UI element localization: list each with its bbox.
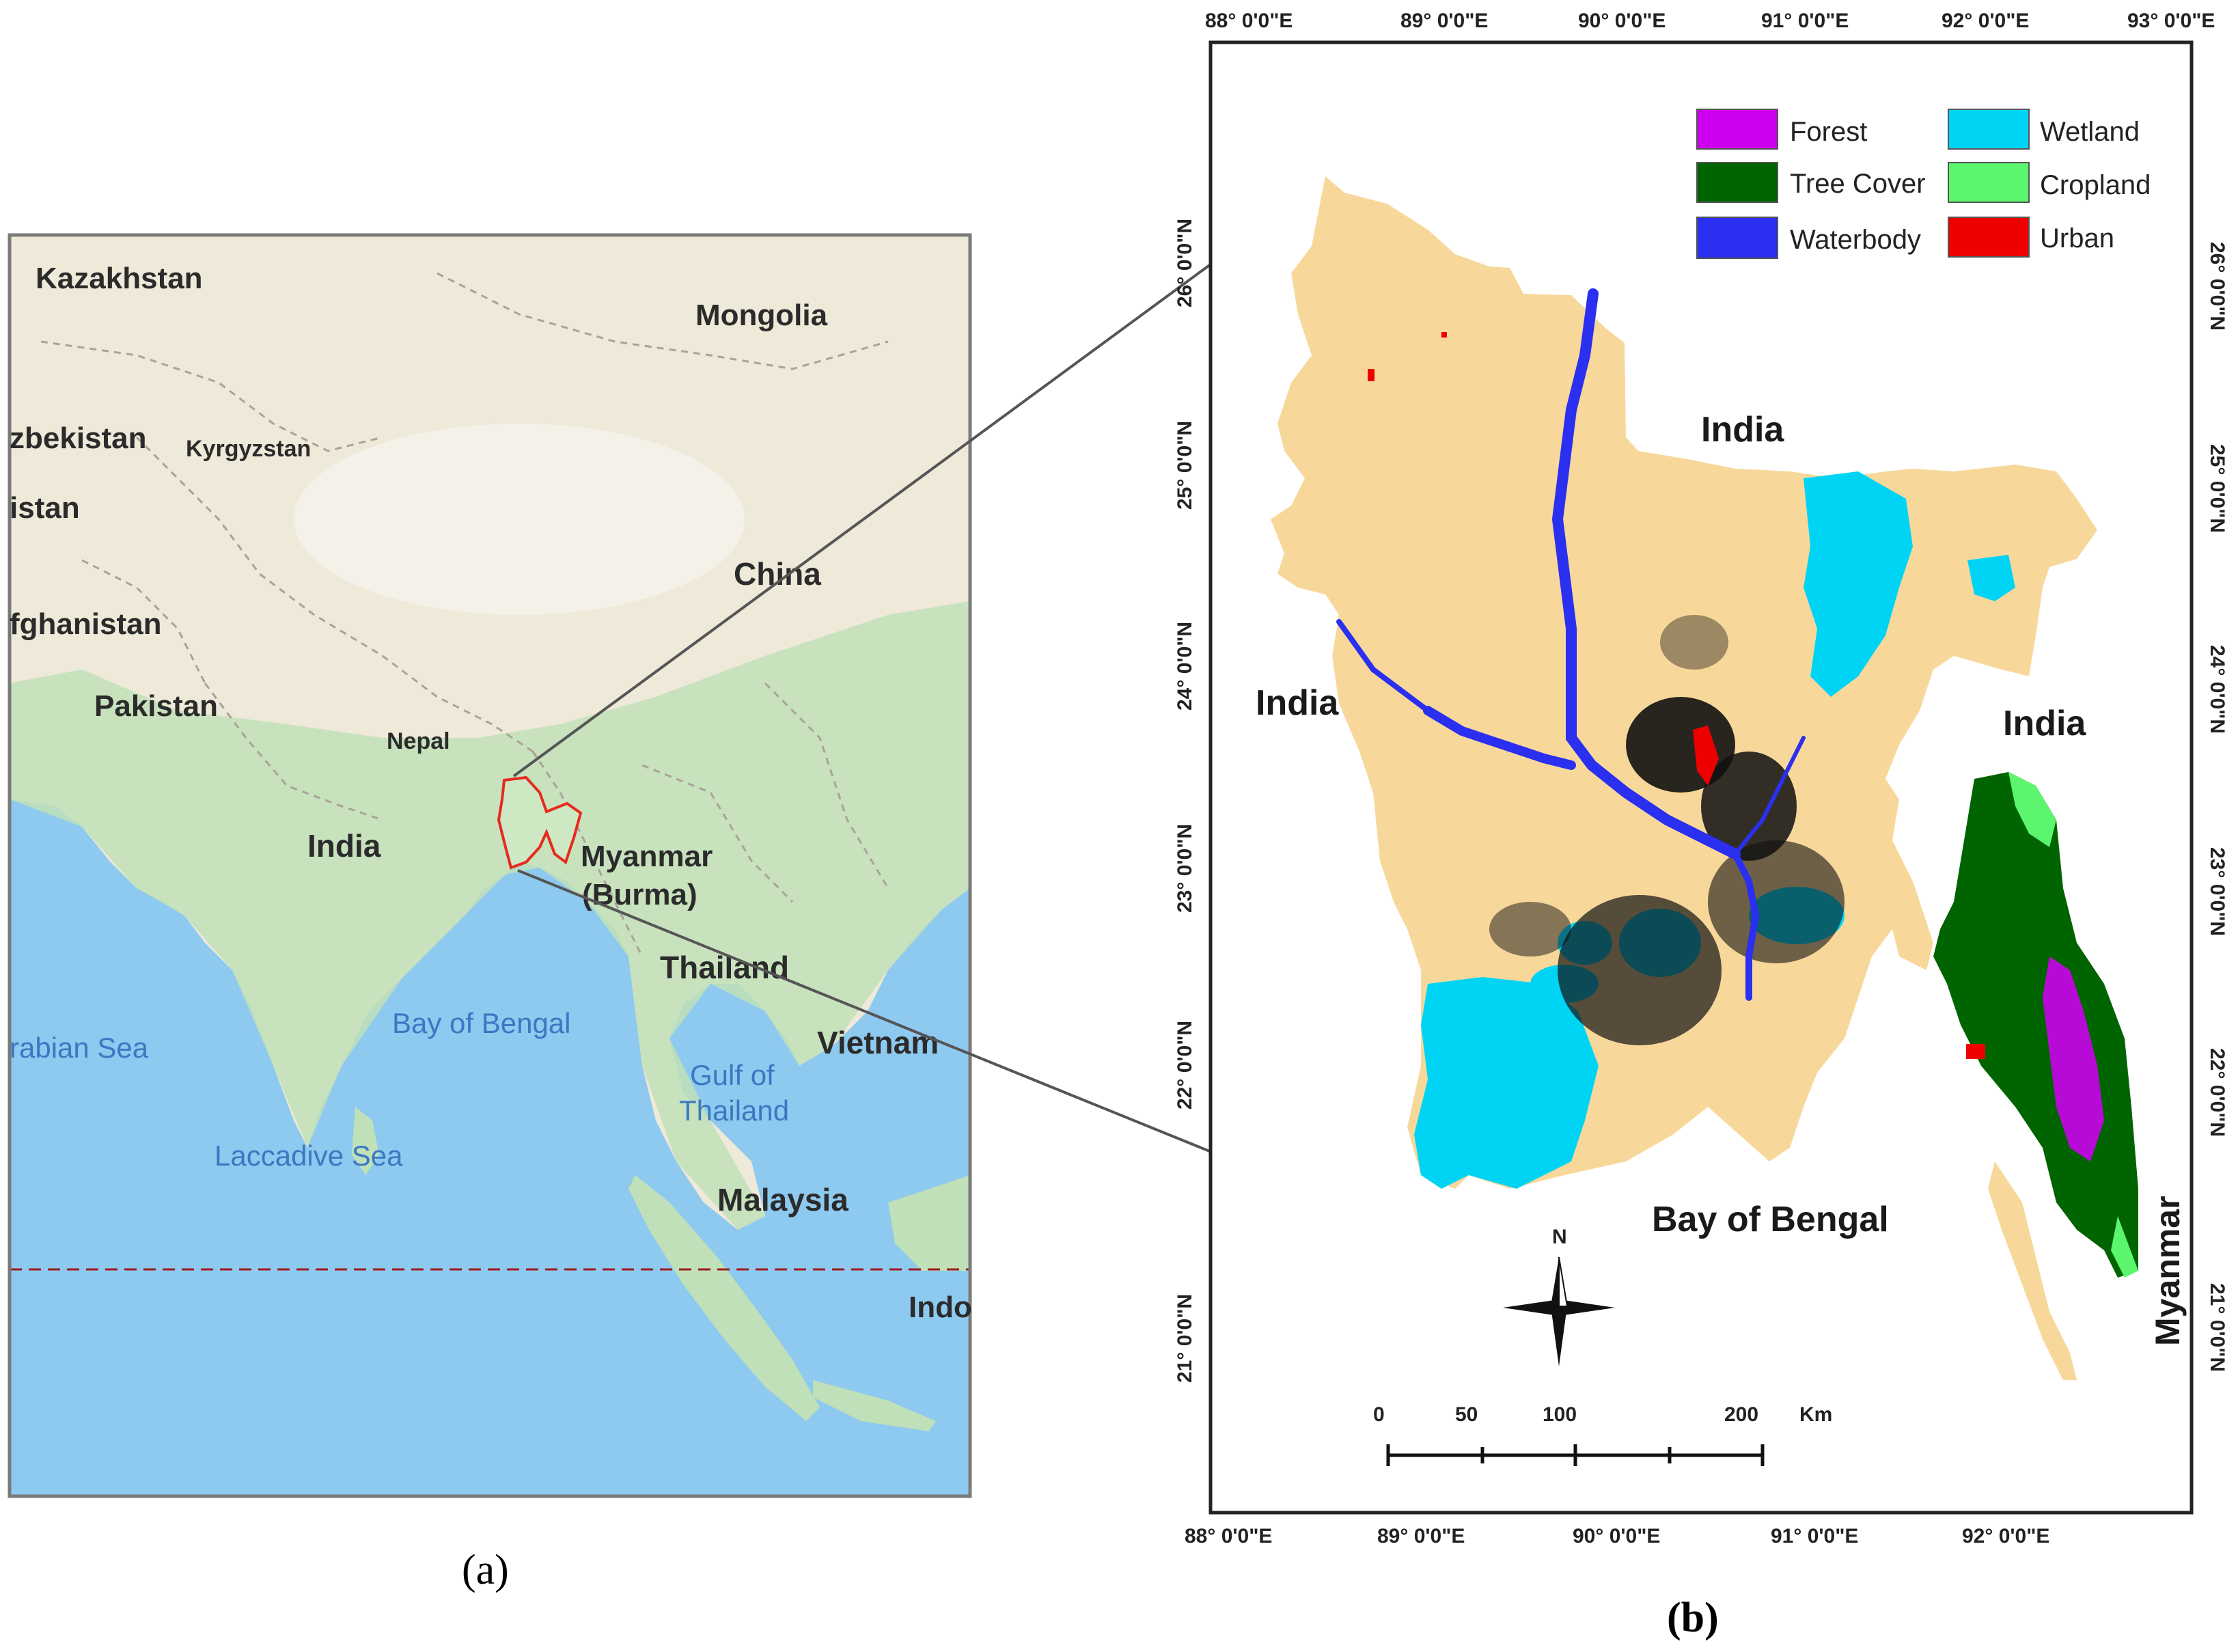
tick-right-26: 26° 0'0"N [2206,242,2228,331]
cropland-east [2008,772,2056,847]
north-letter: N [1552,1226,1567,1248]
label-bay-of-bengal: Bay of Bengal [392,1007,571,1039]
label-kyrgyzstan: Kyrgyzstan [186,436,311,462]
sumatra [628,1175,820,1421]
label-afghanistan: fghanistan [10,607,161,641]
urban-areas [1368,332,1985,1059]
label-myanmar: Myanmar [581,840,713,873]
label-india-east: India [2003,704,2086,743]
legend-forest-label: Forest [1790,117,1867,147]
label-uzbekistan: zbekistan [10,422,147,455]
legend: Forest Wetland Tree Cover Cropland Water… [1696,109,2151,259]
label-gulf-of: Gulf of [690,1059,775,1091]
tick-right-25: 25° 0'0"N [2206,444,2228,533]
label-burma: (Burma) [582,878,697,911]
legend-urban-label: Urban [2040,223,2114,253]
tick-left-24: 24° 0'0"N [1174,622,1196,711]
legend-cropland-swatch [1948,162,2030,203]
tick-top-90: 90° 0'0"E [1578,10,1666,32]
legend-wetland-swatch [1948,109,2030,150]
label-pakistan: Pakistan [94,689,218,723]
legend-waterbody-label: Waterbody [1790,225,1921,255]
caption-b: (b) [1667,1595,1719,1641]
bangladesh-outline [497,775,583,870]
wetland-haor [1804,471,1913,697]
label-india: India [307,828,381,864]
caption-a: (a) [462,1547,509,1593]
tick-left-23: 23° 0'0"N [1174,824,1196,913]
bangladesh-cropland [1271,176,2097,1189]
label-laccadive-sea: Laccadive Sea [215,1140,403,1172]
scale-bar: 0 50 100 200 Km [1373,1403,1832,1466]
forest-east [2043,956,2104,1161]
label-india-north: India [1701,410,1784,450]
sri-lanka [352,1107,379,1175]
tick-bottom-91: 91° 0'0"E [1771,1525,1858,1547]
label-mongolia: Mongolia [695,299,828,332]
legend-forest-swatch [1696,109,1778,150]
green-terrain [10,601,970,1230]
scale-unit: Km [1799,1403,1832,1426]
label-gulf-thailand: Thailand [679,1095,789,1127]
label-tajikistan: istan [10,491,80,525]
label-vietnam: Vietnam [817,1025,939,1060]
label-malaysia: Malaysia [717,1182,848,1217]
label-india-west: India [1256,683,1339,723]
tick-top-92: 92° 0'0"E [1942,10,2029,32]
legend-tree-cover-label: Tree Cover [1790,169,1926,199]
tick-top-91: 91° 0'0"E [1761,10,1849,32]
north-arrow: N [1503,1226,1615,1366]
tick-right-23: 23° 0'0"N [2206,847,2228,936]
scale-0: 0 [1373,1403,1385,1426]
label-myanmar-b: Myanmar [2149,1196,2187,1346]
tick-left-21: 21° 0'0"N [1174,1294,1196,1383]
tick-bottom-88: 88° 0'0"E [1185,1525,1272,1547]
tick-top-93: 93° 0'0"E [2127,10,2215,32]
legend-urban-swatch [1948,217,2030,258]
tick-right-21: 21° 0'0"N [2206,1283,2228,1372]
legend-waterbody-swatch [1696,217,1778,259]
label-indonesia: Indo [909,1291,972,1324]
wetland-coastal [1414,977,1599,1189]
panel-a-map: Kazakhstan Mongolia zbekistan Kyrgyzstan… [8,233,972,1498]
tick-left-22: 22° 0'0"N [1174,1021,1196,1110]
panel-b-map: Forest Wetland Tree Cover Cropland Water… [1174,10,2228,1547]
tick-bottom-90: 90° 0'0"E [1573,1525,1660,1547]
tick-bottom-89: 89° 0'0"E [1377,1525,1465,1547]
legend-cropland-label: Cropland [2040,170,2151,200]
tick-top-89: 89° 0'0"E [1400,10,1488,32]
country-borders [40,272,889,957]
tick-left-25: 25° 0'0"N [1174,421,1196,510]
tick-left-26: 26° 0'0"N [1174,219,1196,307]
legend-tree-cover-swatch [1696,162,1778,203]
legend-wetland-label: Wetland [2040,117,2140,147]
label-arabian-sea: rabian Sea [10,1032,149,1064]
label-kazakhstan: Kazakhstan [36,262,203,295]
tick-top-88: 88° 0'0"E [1205,10,1293,32]
tick-right-22: 22° 0'0"N [2206,1048,2228,1137]
scale-200: 200 [1724,1403,1758,1426]
tick-bottom-92: 92° 0'0"E [1962,1525,2049,1547]
tick-right-24: 24° 0'0"N [2206,645,2228,734]
label-nepal: Nepal [387,728,450,754]
scale-50: 50 [1455,1403,1478,1426]
rivers [1336,288,1806,1001]
label-bay-of-bengal-b: Bay of Bengal [1652,1200,1889,1239]
scale-100: 100 [1543,1403,1577,1426]
